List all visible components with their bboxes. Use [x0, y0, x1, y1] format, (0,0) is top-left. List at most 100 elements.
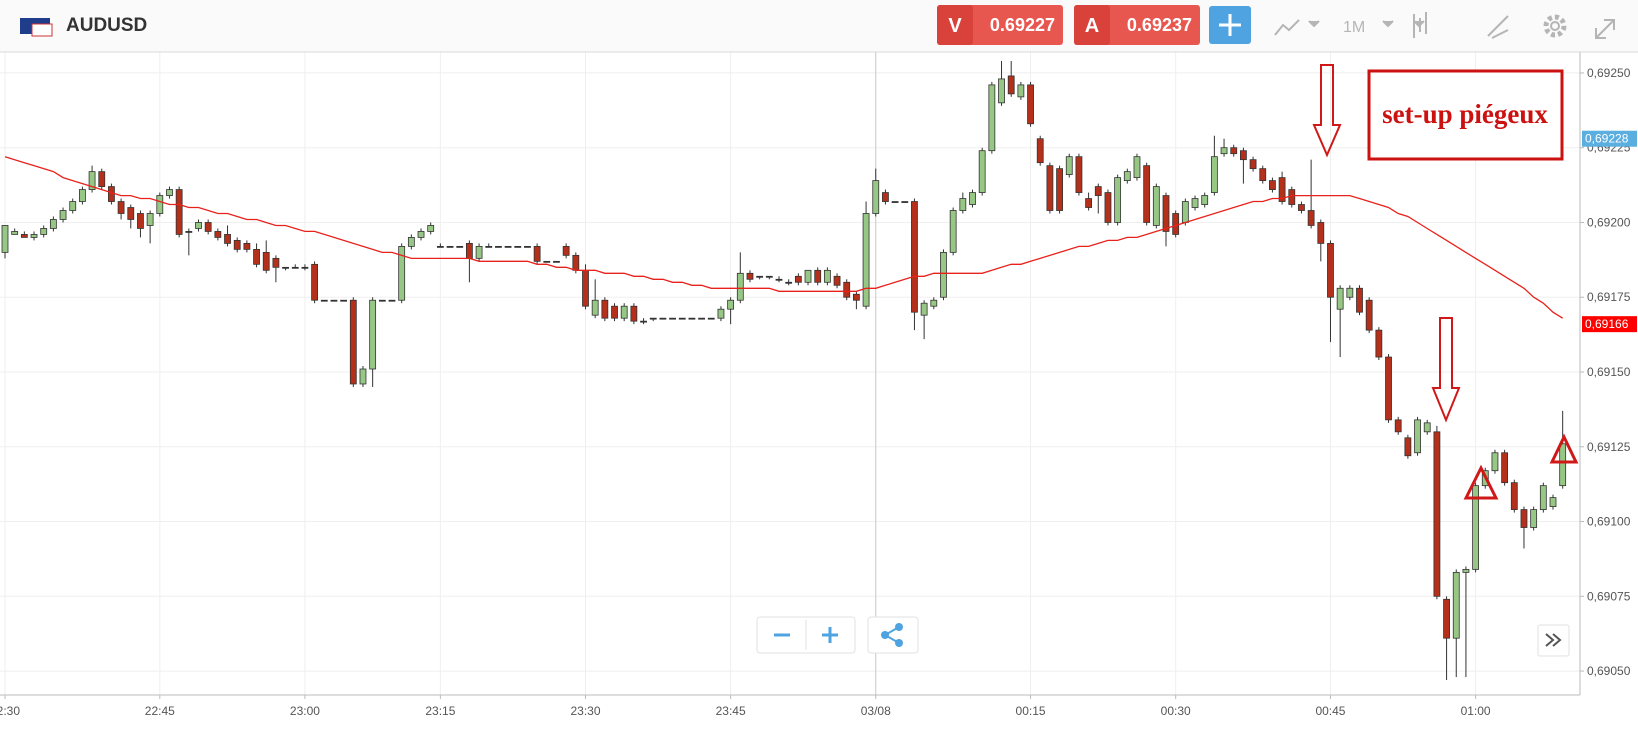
candle-body — [814, 269, 822, 283]
candle-body — [1510, 482, 1518, 510]
crosshair-icon — [1219, 14, 1241, 36]
candle-body — [1423, 422, 1431, 433]
candle-body — [736, 272, 744, 301]
moving-average — [4, 156, 1564, 319]
triangle-up — [1549, 433, 1579, 464]
candle-body — [978, 150, 986, 193]
candle-body — [746, 272, 754, 280]
candle-body — [1201, 195, 1209, 205]
price-marker-label: 0,69228 — [1585, 132, 1629, 146]
candle-body — [1230, 147, 1238, 155]
candle-body — [1365, 299, 1373, 331]
candle-body — [717, 308, 725, 319]
candle-body — [765, 275, 773, 278]
x-tick-label: 00:30 — [1161, 704, 1191, 718]
candle-body — [49, 219, 57, 229]
header: AUDUSD V 0.69227 A 0.69237 1M — [0, 0, 1638, 53]
candle-body — [833, 275, 841, 286]
candle-body — [688, 317, 696, 320]
toolbar-icons — [1274, 12, 1615, 39]
arrow-down — [1431, 317, 1461, 423]
y-tick-label: 0,69150 — [1587, 365, 1631, 379]
candle-body — [1123, 171, 1131, 182]
candle-body — [146, 213, 154, 226]
y-tick-label: 0,69200 — [1587, 215, 1631, 229]
settings-icon[interactable] — [1543, 14, 1567, 38]
candle-body — [1133, 156, 1141, 179]
candle-body — [514, 245, 522, 248]
candle-body — [79, 189, 86, 202]
draw-icon[interactable] — [1487, 15, 1509, 39]
candle-body — [843, 281, 851, 298]
candle-body — [1288, 189, 1296, 205]
candle-body — [88, 171, 96, 190]
candle-body — [1327, 243, 1334, 298]
scroll-end-icon — [1545, 633, 1562, 647]
candle-body — [1414, 419, 1421, 454]
candle-body — [1307, 210, 1315, 226]
candle-body — [369, 299, 377, 370]
candle-body — [785, 281, 793, 284]
candle-body — [127, 207, 135, 220]
candle-body — [1259, 168, 1267, 181]
candle-body — [1220, 147, 1228, 155]
candle-body — [707, 317, 715, 320]
candle-body — [340, 299, 348, 302]
candle-body — [678, 317, 686, 320]
candle-body — [1269, 180, 1276, 190]
candle-body — [620, 305, 628, 319]
settings-icon — [1550, 21, 1560, 31]
dropdown-arrow — [1308, 20, 1320, 28]
candle-body — [1114, 177, 1122, 223]
candle-body — [1046, 165, 1054, 211]
candle-body — [1094, 186, 1102, 196]
y-tick-label: 0,69250 — [1587, 66, 1631, 80]
candle-body — [407, 237, 415, 247]
candle-body — [1249, 159, 1257, 170]
candle-body — [611, 305, 618, 319]
candle-body — [1530, 509, 1538, 528]
candle-body — [1520, 509, 1528, 528]
fullscreen-icon[interactable] — [1595, 19, 1615, 39]
zoom-in[interactable] — [822, 627, 838, 643]
x-tick-label: 23:30 — [570, 704, 600, 718]
candle-body — [727, 299, 735, 310]
candle-body — [185, 231, 193, 233]
candles-icon[interactable] — [1413, 12, 1427, 38]
candle-body — [282, 266, 289, 269]
candle-body — [1452, 571, 1460, 639]
triangle-up — [1463, 464, 1499, 500]
candle-body — [233, 240, 241, 250]
x-tick-label: 23:45 — [716, 704, 746, 718]
candle-body — [465, 243, 473, 259]
candle-body — [1549, 497, 1557, 507]
plot-area: 0,69050 0,69075 0,69100 0,69125 0,69150 0,691… — [0, 52, 1637, 718]
y-tick-label: 0,69100 — [1587, 515, 1631, 529]
candle-body — [940, 251, 947, 298]
candle-body — [311, 263, 319, 301]
candle-body — [794, 275, 802, 283]
candle-body — [891, 201, 899, 203]
candle-body — [291, 266, 299, 269]
share-button[interactable] — [867, 616, 919, 654]
candle-body — [649, 317, 657, 320]
candle-body — [998, 78, 1005, 104]
candle-body — [882, 192, 889, 202]
candle-body — [417, 231, 425, 238]
candle-body — [659, 317, 667, 320]
candle-body — [591, 299, 599, 316]
candle-body — [59, 210, 67, 220]
candle-body — [456, 245, 464, 248]
candle-body — [823, 269, 831, 283]
candle-body — [949, 210, 957, 253]
price-marker-label: 0,69166 — [1585, 317, 1629, 331]
candle-body — [1278, 177, 1286, 202]
y-tick-label: 0,69125 — [1587, 440, 1631, 454]
candle-body — [1104, 192, 1112, 223]
timeframe[interactable]: 1M — [1343, 19, 1365, 36]
buy-label: A — [1085, 15, 1099, 37]
candle-body — [630, 305, 638, 322]
candle-body — [117, 201, 125, 214]
candle-body — [911, 201, 918, 313]
chart-type-icon[interactable] — [1274, 19, 1300, 36]
